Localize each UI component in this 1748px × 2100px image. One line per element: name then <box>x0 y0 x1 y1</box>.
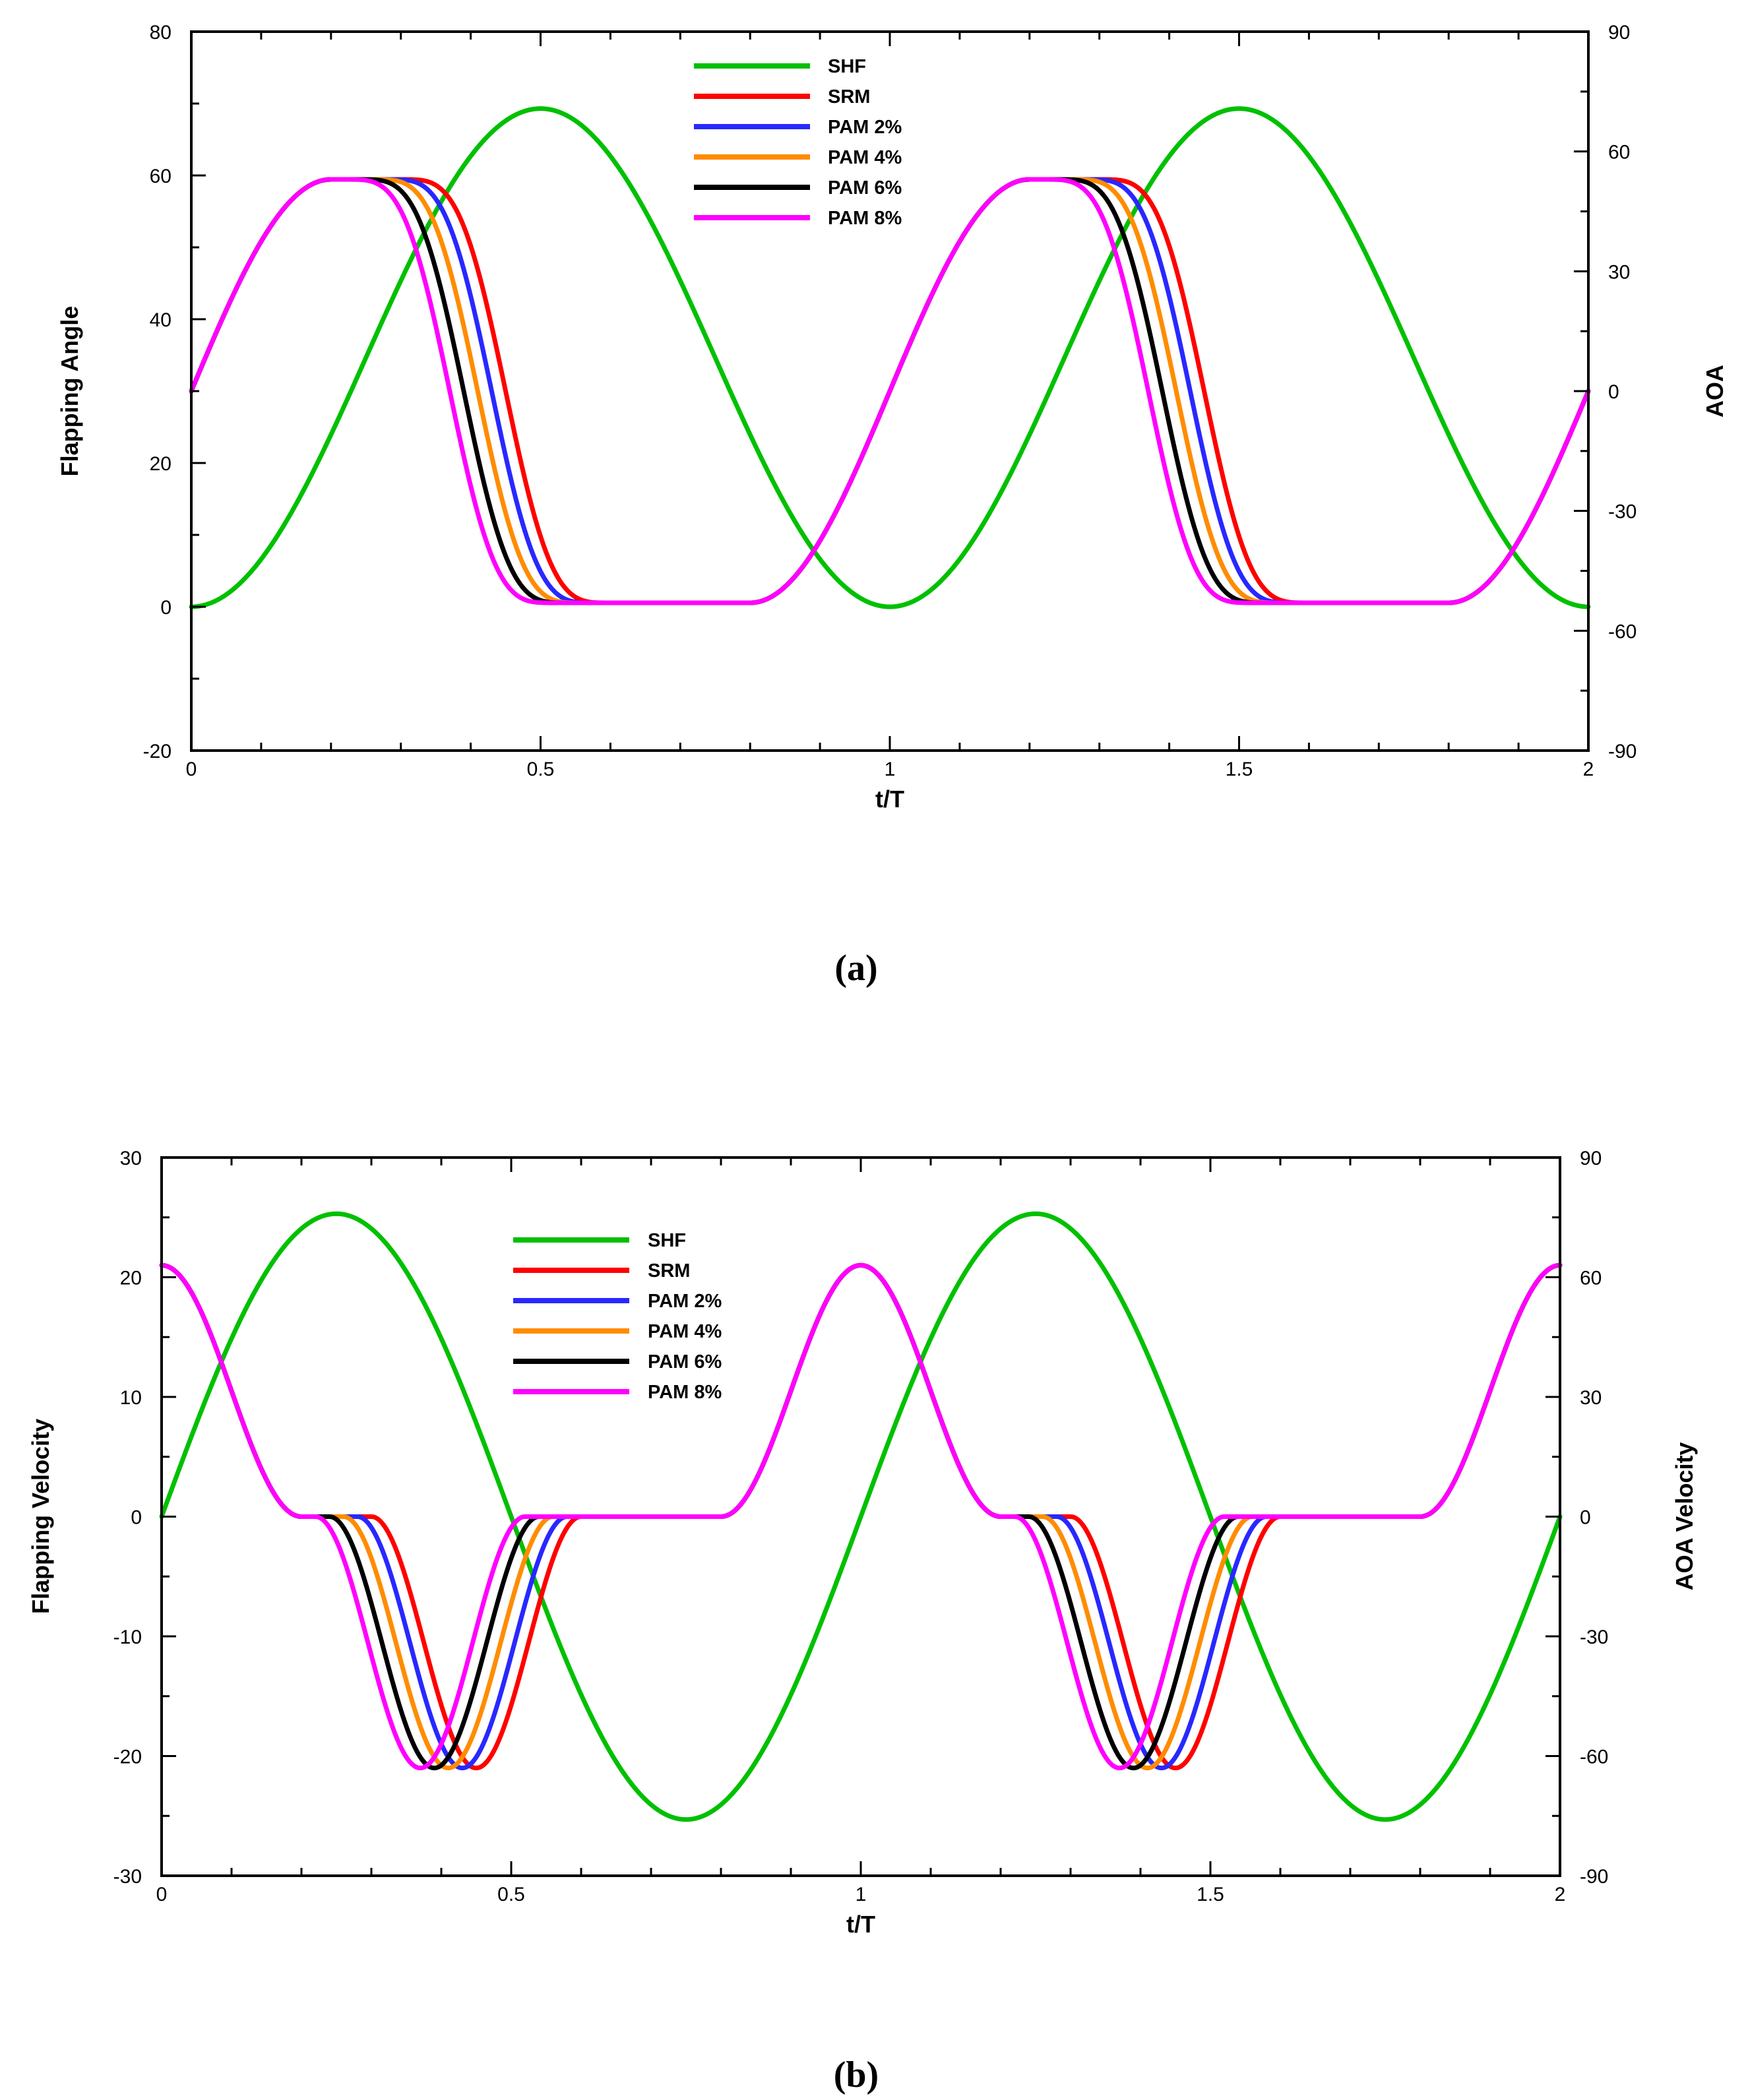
panel-a-x-tick-label: 1.5 <box>1226 758 1253 780</box>
panel-b-y-tick-label: -30 <box>113 1866 142 1888</box>
panel-a-y2-tick-label: 90 <box>1608 22 1630 44</box>
panel-a-tick-labels: 0 0.5 1 1.5 2 -20 0 20 40 60 80 -90 -60 -30 0 30 60 90 <box>143 22 1637 780</box>
panel-b-y2-axis-title: AOA Velocity <box>1671 1442 1698 1591</box>
panel-b-chart: 0 0.5 1 1.5 2 -30 -20 -10 0 10 20 30 -90 -60 -30 0 30 60 9… <box>27 1148 1698 2095</box>
panel-b-curves <box>159 1211 1563 1822</box>
panel-b-legend-label: PAM 2% <box>648 1291 722 1312</box>
panel-b-series-pam-8pct <box>159 1262 1563 1771</box>
panel-a-y2-tick-label: 30 <box>1608 261 1630 283</box>
panel-a-ticks <box>190 30 1590 752</box>
panel-a-legend-item-shf: SHF <box>694 56 866 77</box>
panel-b-y2-tick-label: -60 <box>1580 1746 1608 1768</box>
panel-a-y-tick-label: 0 <box>160 597 172 619</box>
panel-a-legend-label: PAM 4% <box>828 147 902 168</box>
panel-b-legend-item-srm: SRM <box>513 1260 690 1282</box>
panel-b-legend-item-pam-2pct: PAM 2% <box>513 1291 722 1312</box>
panel-a-y-tick-label: 60 <box>150 166 172 187</box>
panel-b-y-tick-label: 30 <box>120 1148 142 1169</box>
panel-b-legend: SHF SRM PAM 2% PAM 4% PAM 6% PAM 8% <box>513 1230 722 1403</box>
panel-a-y2-tick-label: -60 <box>1608 621 1637 642</box>
panel-a-y-tick-label: 80 <box>150 22 172 44</box>
panel-a-legend-item-pam-6pct: PAM 6% <box>694 177 902 199</box>
panel-b-ticks <box>160 1156 1561 1877</box>
panel-a-series-pam-8pct <box>189 177 1591 605</box>
panel-b-x-axis-title: t/T <box>846 1911 875 1938</box>
panel-b-y2-tick-label: 30 <box>1580 1387 1602 1409</box>
panel-b-legend-item-shf: SHF <box>513 1230 686 1251</box>
panel-b-legend-label: SHF <box>648 1230 686 1251</box>
panel-a-y2-tick-label: -30 <box>1608 501 1637 523</box>
panel-a-y-tick-label: -20 <box>143 741 172 762</box>
panel-a-legend-label: PAM 2% <box>828 117 902 138</box>
panel-b-series-shf <box>159 1211 1563 1822</box>
panel-a-legend-item-pam-4pct: PAM 4% <box>694 147 902 168</box>
panel-a-legend-label: SHF <box>828 56 866 77</box>
panel-a-legend-item-pam-2pct: PAM 2% <box>694 117 902 138</box>
panel-a-y2-axis-title: AOA <box>1701 365 1728 417</box>
panel-a-legend-item-pam-8pct: PAM 8% <box>694 208 902 229</box>
panel-b-label: (b) <box>834 2054 879 2095</box>
panel-a-y-tick-label: 20 <box>150 453 172 475</box>
panel-b-legend-item-pam-6pct: PAM 6% <box>513 1351 722 1373</box>
panel-a-legend-label: PAM 6% <box>828 177 902 199</box>
panel-a-legend-label: PAM 8% <box>828 208 902 229</box>
panel-b-y2-tick-label: -30 <box>1580 1626 1608 1648</box>
panel-b-y-tick-label: -10 <box>113 1626 142 1648</box>
panel-b-legend-label: SRM <box>648 1260 690 1282</box>
panel-a-y-axis-title: Flapping Angle <box>56 306 83 477</box>
panel-b-y-tick-label: 10 <box>120 1387 142 1409</box>
panel-b-tick-labels: 0 0.5 1 1.5 2 -30 -20 -10 0 10 20 30 -90 -60 -30 0 30 60 9… <box>113 1148 1609 1905</box>
panel-a-curves <box>189 106 1591 609</box>
panel-a-y-tick-label: 40 <box>150 309 172 331</box>
panel-b-x-tick-label: 1 <box>856 1884 867 1905</box>
panel-b-x-tick-label: 1.5 <box>1197 1884 1224 1905</box>
panel-b-y-tick-label: 20 <box>120 1268 142 1289</box>
panel-a-label: (a) <box>834 948 877 989</box>
panel-a-y2-tick-label: 60 <box>1608 142 1630 164</box>
panel-b-legend-item-pam-4pct: PAM 4% <box>513 1321 722 1342</box>
panel-b-x-tick-label: 0 <box>156 1884 168 1905</box>
panel-b-legend-label: PAM 6% <box>648 1351 722 1373</box>
panel-b-legend-label: PAM 4% <box>648 1321 722 1342</box>
panel-b-legend-label: PAM 8% <box>648 1382 722 1403</box>
panel-a-legend: SHF SRM PAM 2% PAM 4% PAM 6% PAM 8% <box>694 56 902 229</box>
panel-b-legend-item-pam-8pct: PAM 8% <box>513 1382 722 1403</box>
panel-b-x-tick-label: 0.5 <box>497 1884 525 1905</box>
panel-b-y2-tick-label: 0 <box>1580 1507 1591 1529</box>
panel-a-x-tick-label: 0 <box>186 758 197 780</box>
panel-b-y-tick-label: 0 <box>131 1507 142 1529</box>
panel-b-y2-tick-label: -90 <box>1580 1866 1608 1888</box>
panel-b-y-axis-title: Flapping Velocity <box>27 1419 54 1614</box>
panel-a-legend-item-srm: SRM <box>694 86 870 108</box>
panel-a-y2-tick-label: 0 <box>1608 381 1619 403</box>
panel-b-x-tick-label: 2 <box>1555 1884 1566 1905</box>
panel-a-x-tick-label: 1 <box>885 758 896 780</box>
panel-b-y-tick-label: -20 <box>113 1746 142 1768</box>
panel-a-x-axis-title: t/T <box>875 786 904 813</box>
panel-a-x-tick-label: 2 <box>1583 758 1594 780</box>
panel-a-chart: 0 0.5 1 1.5 2 -20 0 20 40 60 80 -90 -60 -30 0 30 60 90 t/… <box>56 22 1728 989</box>
panel-a-y2-tick-label: -90 <box>1608 741 1637 762</box>
panel-a-legend-label: SRM <box>828 86 870 108</box>
panel-b-y2-tick-label: 90 <box>1580 1148 1602 1169</box>
panel-b-y2-tick-label: 60 <box>1580 1268 1602 1289</box>
panel-a-x-tick-label: 0.5 <box>527 758 555 780</box>
